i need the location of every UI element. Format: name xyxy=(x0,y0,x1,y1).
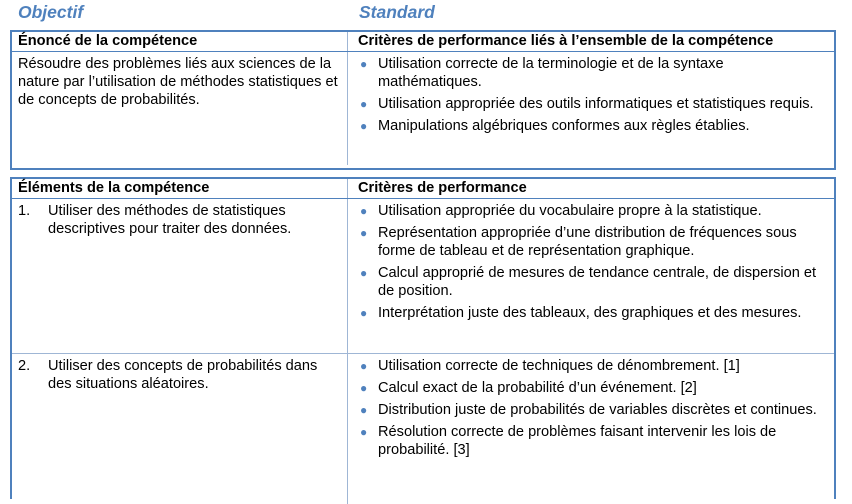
element-row: 1. Utiliser des méthodes de statistiques… xyxy=(12,199,834,353)
elements-column-header: Éléments de la compétence xyxy=(12,179,348,198)
statement-header-row: Énoncé de la compétence Critères de perf… xyxy=(12,32,834,52)
criterion-item: ● Résolution correcte de problèmes faisan… xyxy=(358,423,826,459)
statement-column-header: Énoncé de la compétence xyxy=(12,32,348,51)
element-number: 1. xyxy=(18,203,31,219)
criterion-item: ● Interprétation juste des tableaux, des … xyxy=(358,304,826,322)
bullet-icon: ● xyxy=(360,425,368,439)
element-criteria-cell: ● Utilisation correcte de techniques de d… xyxy=(348,354,834,504)
bullet-icon: ● xyxy=(360,226,368,240)
element-row: 2. Utiliser des concepts de probabilités… xyxy=(12,353,834,504)
criterion-item: ● Manipulations algébriques conformes aux… xyxy=(358,117,826,135)
bullet-icon: ● xyxy=(360,266,368,280)
criterion-text: Interprétation juste des tableaux, des g… xyxy=(378,305,802,321)
competence-statement: Résoudre des problèmes liés aux sciences… xyxy=(12,52,348,165)
criterion-item: ● Représentation appropriée d’une distrib… xyxy=(358,224,826,260)
element-criteria-list: ● Utilisation correcte de techniques de d… xyxy=(358,357,826,459)
element-cell: 1. Utiliser des méthodes de statistiques… xyxy=(12,199,348,353)
element-criteria-list: ● Utilisation appropriée du vocabulaire p… xyxy=(358,202,826,322)
standard-heading: Standard xyxy=(359,2,435,22)
competence-statement-table: Énoncé de la compétence Critères de perf… xyxy=(10,30,836,170)
element-number: 2. xyxy=(18,358,31,374)
bullet-icon: ● xyxy=(360,204,368,218)
competence-elements-table: Éléments de la compétence Critères de pe… xyxy=(10,177,836,504)
objectif-heading: Objectif xyxy=(18,2,84,22)
criterion-item: ● Calcul approprié de mesures de tendance… xyxy=(358,264,826,300)
criterion-item: ● Calcul exact de la probabilité d’un évé… xyxy=(358,379,826,397)
criterion-text: Utilisation correcte de techniques de dé… xyxy=(378,358,740,374)
criterion-text: Utilisation correcte de la terminologie … xyxy=(378,56,724,90)
element-item: 2. Utiliser des concepts de probabilités… xyxy=(18,357,339,393)
global-criteria-column-header: Critères de performance liés à l’ensembl… xyxy=(358,33,774,49)
global-criteria-list: ● Utilisation correcte de la terminologie… xyxy=(358,55,826,135)
element-text: Utiliser des méthodes de statistiques de… xyxy=(48,203,292,237)
bullet-icon: ● xyxy=(360,119,368,133)
bullet-icon: ● xyxy=(360,97,368,111)
criterion-text: Manipulations algébriques conformes aux … xyxy=(378,118,750,134)
criterion-item: ● Utilisation correcte de la terminologie… xyxy=(358,55,826,91)
criterion-item: ● Utilisation appropriée des outils infor… xyxy=(358,95,826,113)
criterion-text: Utilisation appropriée du vocabulaire pr… xyxy=(378,203,762,219)
bullet-icon: ● xyxy=(360,381,368,395)
criterion-text: Calcul approprié de mesures de tendance … xyxy=(378,265,817,299)
element-criteria-cell: ● Utilisation appropriée du vocabulaire p… xyxy=(348,199,834,353)
statement-row: Résoudre des problèmes liés aux sciences… xyxy=(12,52,834,165)
elements-header-row: Éléments de la compétence Critères de pe… xyxy=(12,179,834,199)
criterion-text: Représentation appropriée d’une distribu… xyxy=(378,225,797,259)
criterion-text: Calcul exact de la probabilité d’un évén… xyxy=(378,380,697,396)
element-cell: 2. Utiliser des concepts de probabilités… xyxy=(12,354,348,504)
criterion-text: Résolution correcte de problèmes faisant… xyxy=(378,424,777,458)
criterion-text: Distribution juste de probabilités de va… xyxy=(378,402,817,418)
criteria-column-header: Critères de performance xyxy=(358,180,527,196)
bullet-icon: ● xyxy=(360,57,368,71)
bullet-icon: ● xyxy=(360,306,368,320)
criterion-text: Utilisation appropriée des outils inform… xyxy=(378,96,814,112)
criterion-item: ● Utilisation appropriée du vocabulaire p… xyxy=(358,202,826,220)
bullet-icon: ● xyxy=(360,359,368,373)
element-text: Utiliser des concepts de probabilités da… xyxy=(48,358,318,392)
bullet-icon: ● xyxy=(360,403,368,417)
criterion-item: ● Utilisation correcte de techniques de d… xyxy=(358,357,826,375)
criterion-item: ● Distribution juste de probabilités de v… xyxy=(358,401,826,419)
global-criteria-cell: ● Utilisation correcte de la terminologie… xyxy=(348,52,834,165)
element-item: 1. Utiliser des méthodes de statistiques… xyxy=(18,202,339,238)
